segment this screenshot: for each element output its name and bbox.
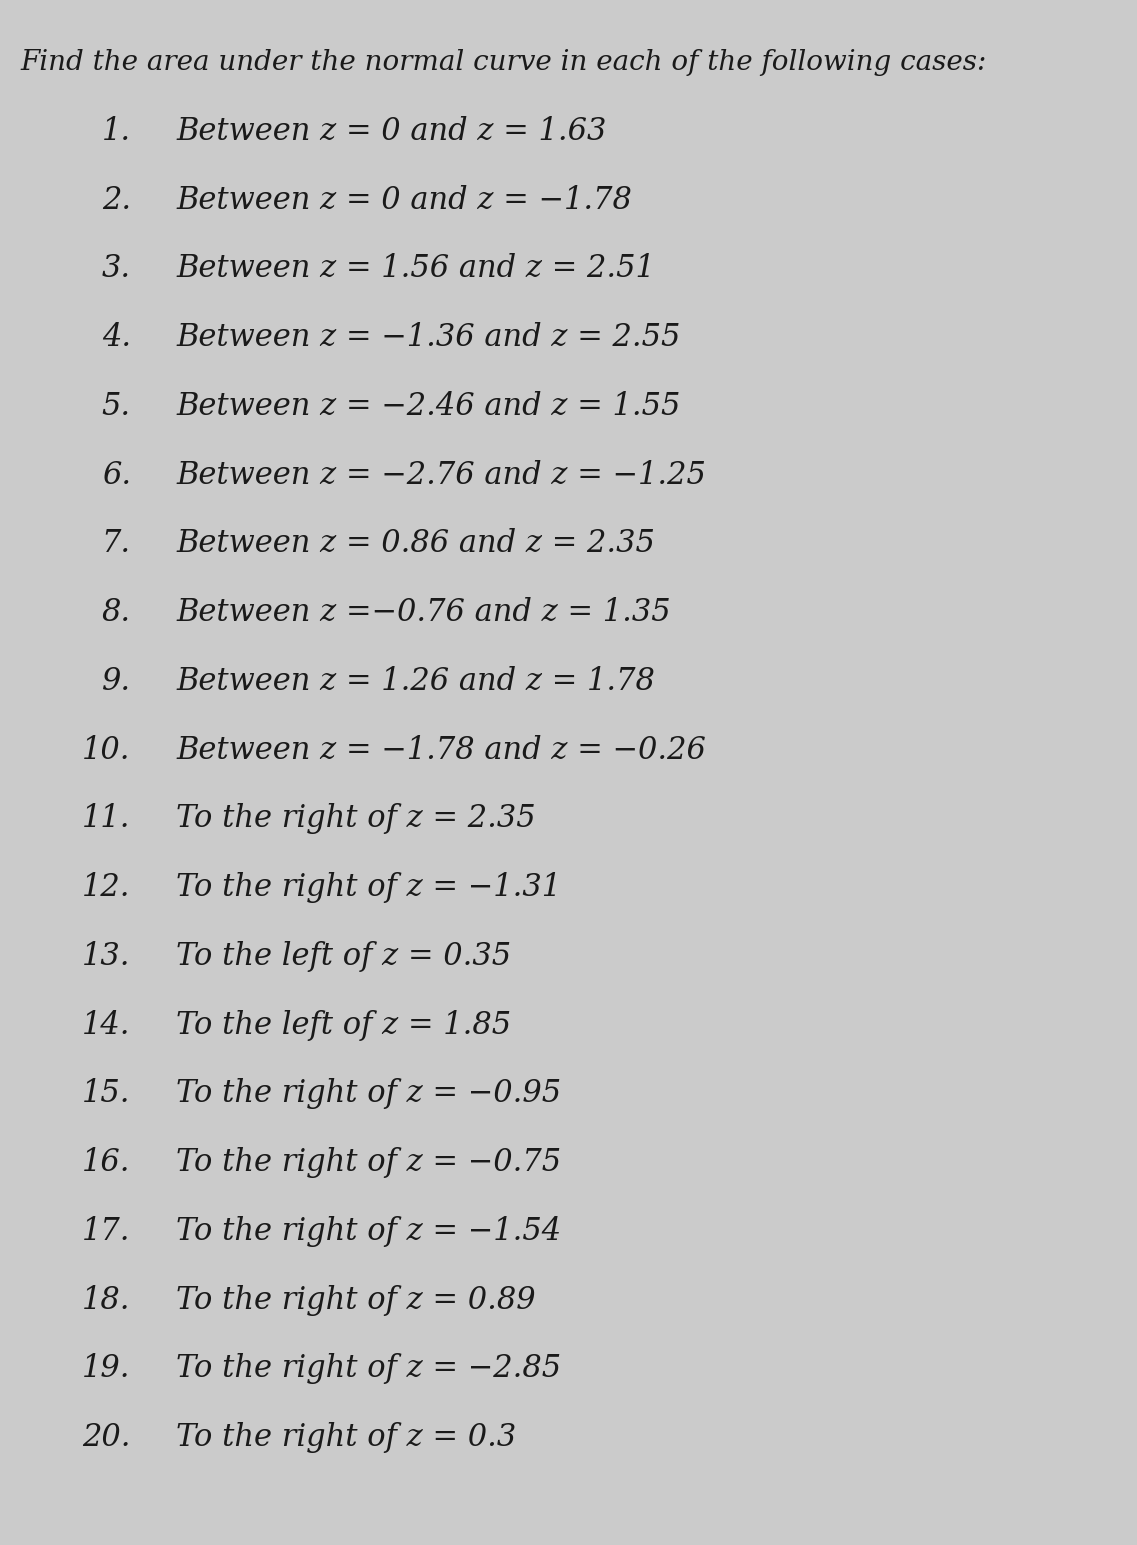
Text: 17.: 17.: [82, 1216, 131, 1247]
Text: 14.: 14.: [82, 1010, 131, 1041]
Text: Between z = 1.26 and z = 1.78: Between z = 1.26 and z = 1.78: [176, 666, 655, 697]
Text: 9.: 9.: [101, 666, 131, 697]
Text: To the right of z = 0.3: To the right of z = 0.3: [176, 1421, 516, 1454]
Text: Between z = −2.76 and z = −1.25: Between z = −2.76 and z = −1.25: [176, 459, 706, 491]
Text: Between z = −2.46 and z = 1.55: Between z = −2.46 and z = 1.55: [176, 391, 681, 422]
Text: 16.: 16.: [82, 1146, 131, 1179]
Text: 7.: 7.: [101, 528, 131, 559]
Text: 2.: 2.: [101, 184, 131, 216]
Text: 18.: 18.: [82, 1284, 131, 1316]
Text: 13.: 13.: [82, 941, 131, 972]
Text: To the right of z = −0.95: To the right of z = −0.95: [176, 1078, 562, 1109]
Text: 1.: 1.: [101, 116, 131, 147]
Text: To the right of z = 0.89: To the right of z = 0.89: [176, 1284, 536, 1316]
Text: 11.: 11.: [82, 803, 131, 834]
Text: Between z = 0 and z = −1.78: Between z = 0 and z = −1.78: [176, 184, 632, 216]
Text: 4.: 4.: [101, 321, 131, 354]
Text: To the right of z = −2.85: To the right of z = −2.85: [176, 1353, 562, 1384]
Text: Between z = 1.56 and z = 2.51: Between z = 1.56 and z = 2.51: [176, 253, 655, 284]
Text: Between z = 0.86 and z = 2.35: Between z = 0.86 and z = 2.35: [176, 528, 655, 559]
Text: To the right of z = −1.54: To the right of z = −1.54: [176, 1216, 562, 1247]
Text: To the left of z = 1.85: To the left of z = 1.85: [176, 1010, 512, 1041]
Text: 3.: 3.: [101, 253, 131, 284]
Text: 8.: 8.: [101, 596, 131, 629]
Text: 10.: 10.: [82, 734, 131, 766]
Text: To the right of z = 2.35: To the right of z = 2.35: [176, 803, 536, 834]
Text: To the right of z = −0.75: To the right of z = −0.75: [176, 1146, 562, 1179]
Text: 15.: 15.: [82, 1078, 131, 1109]
Text: Between z =−0.76 and z = 1.35: Between z =−0.76 and z = 1.35: [176, 596, 671, 629]
Text: 5.: 5.: [101, 391, 131, 422]
Text: To the left of z = 0.35: To the left of z = 0.35: [176, 941, 512, 972]
Text: 19.: 19.: [82, 1353, 131, 1384]
Text: 6.: 6.: [101, 459, 131, 491]
Text: 12.: 12.: [82, 871, 131, 904]
Text: Between z = −1.78 and z = −0.26: Between z = −1.78 and z = −0.26: [176, 734, 706, 766]
Text: Find the area under the normal curve in each of the following cases:: Find the area under the normal curve in …: [20, 49, 987, 76]
Text: To the right of z = −1.31: To the right of z = −1.31: [176, 871, 562, 904]
Text: Between z = −1.36 and z = 2.55: Between z = −1.36 and z = 2.55: [176, 321, 681, 354]
Text: 20.: 20.: [82, 1421, 131, 1454]
Text: Between z = 0 and z = 1.63: Between z = 0 and z = 1.63: [176, 116, 607, 147]
